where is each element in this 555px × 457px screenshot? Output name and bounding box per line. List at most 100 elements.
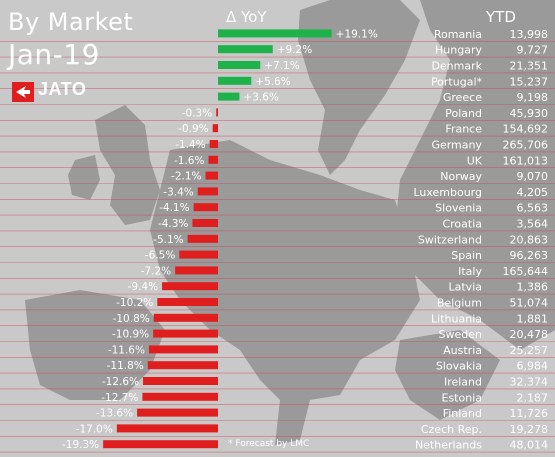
ytd-value: 21,351 xyxy=(510,60,549,73)
bar-value-label: +5.6% xyxy=(255,76,290,88)
country-label: France xyxy=(445,123,482,136)
ytd-value: 20,478 xyxy=(510,328,549,341)
bar-value-label: -10.8% xyxy=(113,313,150,325)
country-label: UK xyxy=(467,154,483,167)
bar-value-label: -3.4% xyxy=(163,186,193,198)
bar-value-label: -4.3% xyxy=(158,218,188,230)
ytd-value: 51,074 xyxy=(510,297,549,310)
ytd-value: 20,863 xyxy=(510,233,549,246)
bar xyxy=(142,392,218,401)
bar xyxy=(192,219,218,227)
country-label: Croatia xyxy=(442,218,482,231)
bar xyxy=(218,76,252,85)
ytd-value: 161,013 xyxy=(503,154,549,167)
country-label: Estonia xyxy=(442,391,483,404)
country-label: Latvia xyxy=(449,281,483,294)
bar xyxy=(212,124,218,133)
ytd-value: 3,564 xyxy=(517,218,549,231)
ytd-value: 2,187 xyxy=(517,391,549,404)
ytd-column-heading: YTD xyxy=(486,8,516,26)
ytd-value: 25,257 xyxy=(510,344,549,357)
bar xyxy=(157,298,218,306)
bar xyxy=(116,424,218,433)
country-label: Spain xyxy=(451,249,482,262)
bar-value-label: -10.9% xyxy=(112,329,149,341)
bar xyxy=(137,408,218,417)
bar-value-label: -1.4% xyxy=(175,139,205,151)
ytd-value: 1,881 xyxy=(517,312,549,325)
bar-value-label: -19.3% xyxy=(62,439,99,451)
country-label: Lithuania xyxy=(431,312,482,325)
country-label: Ireland xyxy=(444,376,482,389)
country-label: Germany xyxy=(431,139,482,152)
map-land-balkans xyxy=(395,330,500,420)
map-land-iberia xyxy=(25,290,165,400)
map-land-britain xyxy=(95,105,160,225)
jato-logo-icon xyxy=(12,82,34,102)
bar xyxy=(153,313,218,322)
bar-value-label: +3.6% xyxy=(243,92,278,104)
ytd-value: 265,706 xyxy=(503,139,549,152)
country-label: Denmark xyxy=(431,60,482,73)
yoy-column-heading: Δ YoY xyxy=(226,8,267,26)
ytd-value: 9,070 xyxy=(517,170,549,183)
country-label: Austria xyxy=(443,344,482,357)
bar xyxy=(218,29,332,38)
bar xyxy=(175,266,218,275)
bar-value-label: -5.1% xyxy=(153,234,183,246)
bar-value-label: -9.4% xyxy=(128,281,158,293)
ytd-value: 96,263 xyxy=(510,249,549,262)
country-label: Portugal* xyxy=(431,75,483,88)
country-label: Italy xyxy=(458,265,482,278)
ytd-value: 1,386 xyxy=(517,281,549,294)
bar-value-label: -0.9% xyxy=(178,123,208,135)
bar-value-label: -12.6% xyxy=(102,376,139,388)
ytd-value: 48,014 xyxy=(510,439,549,452)
country-label: Hungary xyxy=(435,44,482,57)
bar-value-label: -10.2% xyxy=(116,297,153,309)
bar xyxy=(218,45,273,54)
country-label: Slovakia xyxy=(436,360,482,373)
bar xyxy=(143,377,218,385)
ytd-value: 9,198 xyxy=(517,91,549,104)
bar xyxy=(205,171,218,180)
logo-text: JATO xyxy=(38,79,87,99)
country-label: Netherlands xyxy=(415,439,482,452)
bar-value-label: -2.1% xyxy=(171,171,201,183)
country-label: Slovenia xyxy=(435,202,482,215)
bar xyxy=(179,250,218,259)
bar-value-label: -4.1% xyxy=(159,202,189,214)
country-label: Sweden xyxy=(439,328,482,341)
bar xyxy=(208,155,218,164)
ytd-value: 4,205 xyxy=(517,186,549,199)
country-label: Belgium xyxy=(437,297,482,310)
bar-value-label: -17.0% xyxy=(76,423,113,435)
bar xyxy=(216,108,218,117)
country-label: Romania xyxy=(434,28,482,41)
country-label: Finland xyxy=(443,407,482,420)
ytd-value: 154,692 xyxy=(503,123,549,136)
bar-value-label: -11.8% xyxy=(107,360,144,372)
ytd-value: 6,984 xyxy=(517,360,549,373)
bar-value-label: -1.6% xyxy=(174,155,204,167)
country-label: Poland xyxy=(445,107,482,120)
chart-subtitle: Jan-19 xyxy=(8,38,100,71)
bar-value-label: -11.6% xyxy=(108,344,145,356)
chart-title: By Market xyxy=(8,8,134,36)
ytd-value: 11,726 xyxy=(510,407,549,420)
bar-value-label: -13.6% xyxy=(96,408,133,420)
bar xyxy=(153,329,218,338)
map-land-mainland xyxy=(150,140,420,445)
country-label: Norway xyxy=(440,170,482,183)
bar xyxy=(218,92,240,101)
ytd-value: 13,998 xyxy=(510,28,549,41)
ytd-value: 45,930 xyxy=(510,107,549,120)
country-label: Greece xyxy=(443,91,482,104)
bar-value-label: -12.7% xyxy=(101,392,138,404)
bar xyxy=(148,345,218,354)
ytd-value: 32,374 xyxy=(510,376,549,389)
bar xyxy=(193,203,218,212)
bar-value-label: +7.1% xyxy=(264,60,299,72)
